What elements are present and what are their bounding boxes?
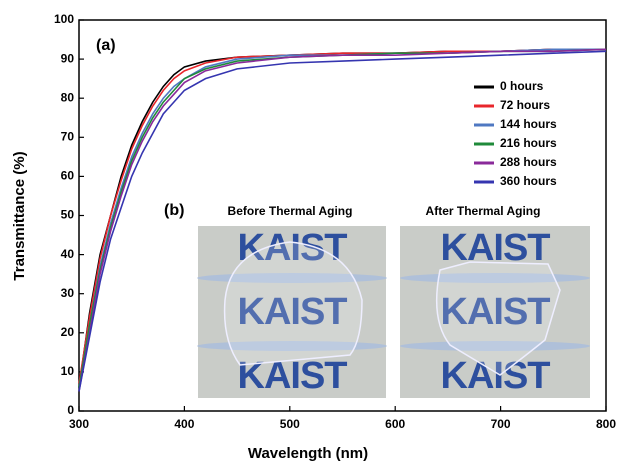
panel-label: (a) bbox=[96, 37, 116, 54]
inset-label: After Thermal Aging bbox=[426, 204, 541, 218]
photo-text: KAIST bbox=[238, 355, 348, 397]
y-tick-label: 30 bbox=[61, 286, 75, 300]
y-axis-label: Transmittance (%) bbox=[11, 151, 28, 280]
photo-before: KAIST KAIST KAIST bbox=[197, 226, 387, 398]
legend-label: 72 hours bbox=[500, 98, 550, 112]
legend-label: 144 hours bbox=[500, 117, 557, 131]
x-tick-label: 400 bbox=[174, 417, 194, 431]
y-tick-label: 20 bbox=[61, 325, 75, 339]
legend-label: 360 hours bbox=[500, 174, 557, 188]
y-tick-label: 0 bbox=[67, 403, 74, 417]
series-line bbox=[78, 48, 607, 392]
panel-label: (b) bbox=[164, 202, 184, 219]
photo-after: KAIST KAIST KAIST bbox=[400, 226, 590, 398]
y-tick-label: 80 bbox=[61, 90, 75, 104]
y-tick-label: 70 bbox=[61, 129, 75, 143]
x-tick-label: 600 bbox=[385, 417, 405, 431]
y-tick-label: 40 bbox=[61, 247, 75, 261]
y-tick-label: 10 bbox=[61, 364, 75, 378]
series-line bbox=[78, 48, 606, 384]
y-tick-label: 100 bbox=[54, 12, 74, 26]
photo-text: KAIST bbox=[441, 355, 551, 397]
legend-label: 288 hours bbox=[500, 155, 557, 169]
photo-text: KAIST bbox=[238, 227, 348, 269]
x-tick-label: 700 bbox=[491, 417, 511, 431]
x-axis-label: Wavelength (nm) bbox=[248, 445, 368, 462]
legend-label: 216 hours bbox=[500, 136, 557, 150]
y-tick-label: 60 bbox=[61, 169, 75, 183]
x-tick-label: 500 bbox=[280, 417, 300, 431]
photo-text: KAIST bbox=[441, 291, 551, 333]
legend-label: 0 hours bbox=[500, 79, 544, 93]
inset-label: Before Thermal Aging bbox=[228, 204, 353, 218]
photo-text: KAIST bbox=[238, 291, 348, 333]
y-tick-label: 50 bbox=[61, 208, 75, 222]
y-tick-label: 90 bbox=[61, 51, 75, 65]
series-line bbox=[78, 50, 607, 392]
x-tick-label: 300 bbox=[69, 417, 89, 431]
x-tick-label: 800 bbox=[596, 417, 616, 431]
